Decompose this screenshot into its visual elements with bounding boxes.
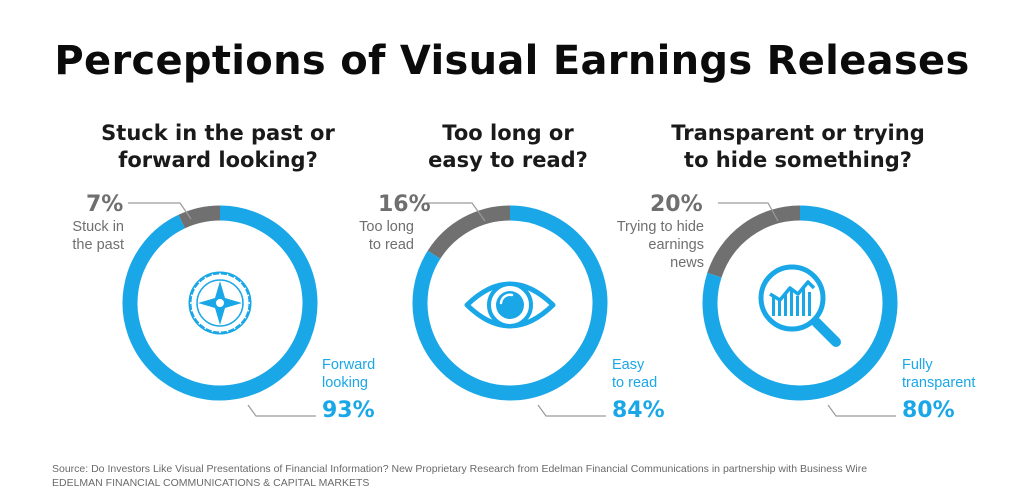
donut-chart <box>122 202 318 417</box>
slice-pct-stuck: 7% <box>86 192 124 217</box>
question-line: Transparent or trying <box>671 121 925 145</box>
donut-slice <box>427 205 511 259</box>
magnifier-chart-icon <box>758 264 841 347</box>
donut-slice <box>412 205 608 401</box>
question-line: Stuck in the past or <box>101 121 335 145</box>
leader-line-blue <box>247 404 316 417</box>
slice-label-hide: Trying to hide earnings news <box>616 219 704 271</box>
donut-chart <box>702 202 898 417</box>
panel-question: Stuck in the past or forward looking? <box>58 120 378 174</box>
donut-slice <box>178 205 221 229</box>
slice-pct-too-long: 16% <box>378 192 431 217</box>
footer: Source: Do Investors Like Visual Present… <box>52 462 867 490</box>
donut-chart <box>412 202 608 417</box>
donut-panel-long-easy: Too long or easy to read? 16% Too long t… <box>348 120 668 450</box>
compass-icon <box>188 271 252 335</box>
footer-source: Source: Do Investors Like Visual Present… <box>52 463 868 475</box>
slice-label-transparent: Fully transparent <box>902 357 976 391</box>
slice-label-forward: Forward looking <box>322 357 376 391</box>
question-line: forward looking? <box>118 148 318 172</box>
donut-panel-transparent-hide: Transparent or trying to hide something?… <box>617 120 976 450</box>
donut-slice <box>707 205 801 278</box>
question-line: Too long or <box>442 121 574 145</box>
panel-question: Too long or easy to read? <box>348 120 668 174</box>
slice-label-too-long: Too long to read <box>359 219 414 253</box>
page-title: Perceptions of Visual Earnings Releases <box>54 38 970 84</box>
leader-line-blue <box>537 404 606 417</box>
slice-pct-transparent: 80% <box>902 398 955 423</box>
slice-label-easy: Easy to read <box>612 357 658 391</box>
question-line: to hide something? <box>684 148 912 172</box>
leader-line-blue <box>827 404 896 417</box>
donut-panel-past-forward: Stuck in the past or forward looking? 7%… <box>58 120 378 450</box>
slice-pct-hide: 20% <box>650 192 703 217</box>
donut-slice <box>122 205 318 401</box>
footer-org: EDELMAN FINANCIAL COMMUNICATIONS & CAPIT… <box>52 477 370 489</box>
leader-line-gray <box>128 202 192 220</box>
slice-label-stuck: Stuck in the past <box>72 219 124 253</box>
donut-slice <box>702 205 898 401</box>
leader-line-gray <box>718 202 779 222</box>
slice-pct-easy: 84% <box>612 398 665 423</box>
question-line: easy to read? <box>428 148 588 172</box>
leader-line-gray <box>426 202 486 222</box>
panel-question: Transparent or trying to hide something? <box>638 120 958 174</box>
eye-icon <box>464 281 556 329</box>
slice-pct-forward: 93% <box>322 398 375 423</box>
